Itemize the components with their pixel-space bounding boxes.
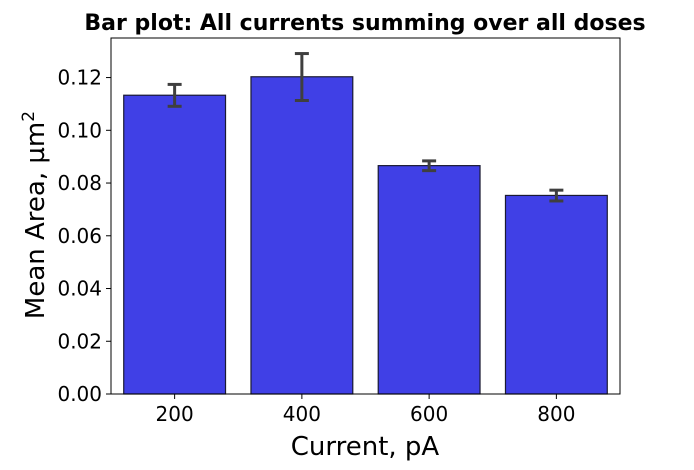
y-tick-label: 0.06 bbox=[57, 224, 102, 248]
plot-area: 0.00 0.02 0.04 0.06 0.08 0.10 0.12 200 400 600 800 bbox=[57, 37, 621, 426]
y-axis-label: Mean Area, µm2 bbox=[19, 111, 51, 319]
x-tick-label: 200 bbox=[156, 402, 194, 426]
error-bar-600 bbox=[422, 159, 437, 173]
bar-200 bbox=[123, 94, 227, 395]
bar-600 bbox=[377, 165, 481, 395]
x-axis-label: Current, pA bbox=[291, 432, 440, 462]
error-bar-800 bbox=[549, 188, 564, 203]
x-tick-label: 600 bbox=[410, 402, 448, 426]
chart-title: Bar plot: All currents summing over all … bbox=[84, 11, 645, 36]
y-tick-label: 0.00 bbox=[57, 382, 102, 406]
bar-400 bbox=[250, 76, 354, 395]
axes-frame bbox=[110, 37, 621, 395]
y-tick-label: 0.08 bbox=[57, 171, 102, 195]
y-tick-label: 0.12 bbox=[57, 66, 102, 90]
error-bar-400 bbox=[294, 52, 309, 102]
y-tick-label: 0.10 bbox=[57, 118, 102, 142]
y-tick-label: 0.02 bbox=[57, 329, 102, 353]
x-tick-label: 400 bbox=[283, 402, 321, 426]
x-tick-label: 800 bbox=[537, 402, 575, 426]
bar-800 bbox=[504, 194, 608, 395]
error-bar-200 bbox=[167, 82, 182, 108]
y-tick-label: 0.04 bbox=[57, 277, 102, 301]
